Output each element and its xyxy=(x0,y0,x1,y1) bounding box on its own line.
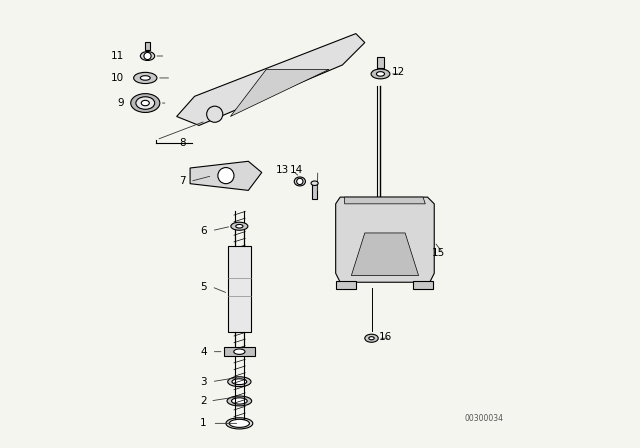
Ellipse shape xyxy=(311,181,318,185)
Ellipse shape xyxy=(140,76,150,80)
FancyBboxPatch shape xyxy=(336,281,356,289)
Text: 14: 14 xyxy=(290,165,303,175)
Ellipse shape xyxy=(131,94,160,112)
Text: 2: 2 xyxy=(200,396,207,406)
FancyBboxPatch shape xyxy=(145,42,150,50)
Ellipse shape xyxy=(232,398,247,404)
Text: 10: 10 xyxy=(111,73,124,83)
Text: 12: 12 xyxy=(392,67,405,77)
Text: 7: 7 xyxy=(179,177,186,186)
Text: 3: 3 xyxy=(200,377,207,387)
Text: 4: 4 xyxy=(200,347,207,357)
Ellipse shape xyxy=(141,100,149,106)
Ellipse shape xyxy=(376,72,385,76)
Ellipse shape xyxy=(227,396,252,406)
Polygon shape xyxy=(336,197,435,282)
Ellipse shape xyxy=(371,69,390,79)
Ellipse shape xyxy=(228,377,251,387)
Ellipse shape xyxy=(226,418,253,429)
Text: 15: 15 xyxy=(432,248,445,258)
FancyBboxPatch shape xyxy=(413,281,433,289)
Circle shape xyxy=(144,52,151,60)
Text: 1: 1 xyxy=(200,418,207,428)
Text: 16: 16 xyxy=(378,332,392,342)
Ellipse shape xyxy=(365,334,378,342)
Text: 5: 5 xyxy=(200,282,207,292)
Polygon shape xyxy=(224,347,255,356)
Polygon shape xyxy=(351,233,419,276)
Ellipse shape xyxy=(134,72,157,84)
Ellipse shape xyxy=(229,419,250,427)
Ellipse shape xyxy=(236,224,243,228)
Text: 13: 13 xyxy=(276,165,289,175)
Polygon shape xyxy=(345,197,425,204)
Ellipse shape xyxy=(234,349,245,354)
Ellipse shape xyxy=(232,379,247,384)
Polygon shape xyxy=(190,161,262,190)
Ellipse shape xyxy=(369,337,374,340)
Polygon shape xyxy=(177,34,365,125)
Text: 9: 9 xyxy=(118,98,124,108)
Text: 8: 8 xyxy=(179,138,186,148)
Polygon shape xyxy=(230,69,329,116)
Text: 6: 6 xyxy=(200,226,207,236)
FancyBboxPatch shape xyxy=(228,246,251,332)
FancyBboxPatch shape xyxy=(378,57,383,68)
FancyBboxPatch shape xyxy=(312,184,317,199)
Circle shape xyxy=(207,106,223,122)
Ellipse shape xyxy=(231,222,248,230)
Text: 00300034: 00300034 xyxy=(465,414,504,423)
Ellipse shape xyxy=(294,177,305,186)
Circle shape xyxy=(218,168,234,184)
Ellipse shape xyxy=(140,52,155,60)
Text: 11: 11 xyxy=(111,51,124,61)
Circle shape xyxy=(297,178,303,185)
Ellipse shape xyxy=(136,97,155,109)
